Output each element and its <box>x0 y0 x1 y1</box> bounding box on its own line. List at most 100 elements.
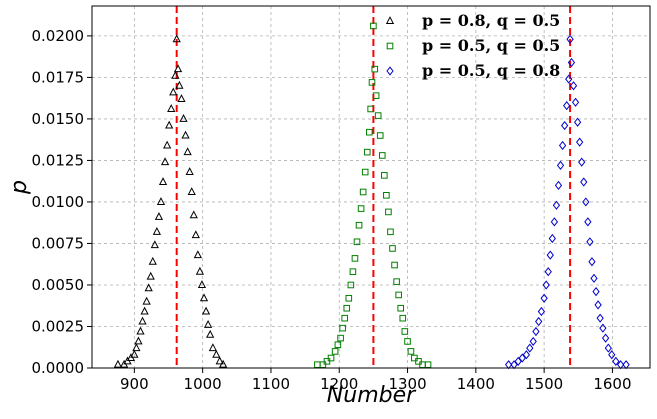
data-point <box>569 81 578 91</box>
y-tick-label: 0.0150 <box>32 110 85 128</box>
series-square <box>314 22 432 368</box>
data-point <box>331 348 339 355</box>
data-point <box>187 187 196 195</box>
data-point <box>415 358 422 365</box>
data-point <box>172 34 181 43</box>
data-point <box>387 228 394 236</box>
data-point <box>546 250 554 260</box>
data-point <box>518 353 526 363</box>
data-point <box>612 356 620 366</box>
data-point <box>167 104 176 112</box>
data-point <box>191 230 200 239</box>
data-point <box>181 130 190 139</box>
data-point <box>339 324 346 332</box>
data-point <box>206 329 215 338</box>
y-tick-label: 0.0000 <box>32 359 85 377</box>
x-tick-label: 1600 <box>593 375 631 393</box>
data-point <box>578 157 586 167</box>
data-point <box>550 217 559 227</box>
data-point <box>160 157 170 166</box>
data-point <box>319 361 327 368</box>
data-point <box>179 114 188 122</box>
data-point <box>563 101 571 111</box>
data-point <box>171 70 180 79</box>
legend-item: p = 0.8, q = 0.5 <box>385 11 560 30</box>
data-point <box>359 188 367 196</box>
series-diamond <box>504 34 630 370</box>
data-point <box>514 356 522 366</box>
x-tick-label: 1400 <box>457 375 495 393</box>
data-point <box>349 268 357 275</box>
data-point <box>395 291 402 299</box>
data-point <box>156 197 166 205</box>
y-tick-label: 0.0125 <box>32 151 85 169</box>
data-point <box>203 319 213 328</box>
data-point <box>361 168 369 176</box>
data-point <box>381 172 388 179</box>
data-point <box>542 280 550 290</box>
data-point <box>383 192 390 199</box>
data-point <box>397 304 405 312</box>
data-point <box>558 140 567 151</box>
y-axis-label: p <box>7 180 32 195</box>
data-point <box>529 336 537 347</box>
data-point <box>152 226 162 235</box>
data-point <box>113 359 123 368</box>
y-tick-label: 0.0050 <box>32 276 85 294</box>
data-point <box>535 316 543 327</box>
legend-label: p = 0.8, q = 0.5 <box>422 11 560 30</box>
data-point <box>554 180 563 190</box>
data-point <box>212 349 221 358</box>
data-point <box>142 296 151 305</box>
data-point <box>175 80 184 89</box>
data-point <box>334 341 342 349</box>
data-point <box>140 306 149 315</box>
x-tick-label: 1200 <box>320 375 358 393</box>
data-point <box>580 177 588 187</box>
data-point <box>323 358 331 365</box>
data-point <box>552 200 561 210</box>
y-tick-label: 0.0075 <box>32 234 85 252</box>
data-point <box>136 326 145 335</box>
data-point <box>197 280 207 288</box>
data-point <box>343 304 351 312</box>
data-point <box>355 221 363 229</box>
y-axis: 0.0000 0.0025 0.0050 0.0075 0.0100 0.0125 0.01… <box>32 27 92 377</box>
data-point <box>407 348 415 355</box>
data-point <box>154 212 164 220</box>
data-point <box>193 250 202 259</box>
data-point <box>370 22 377 30</box>
y-tick-label: 0.0025 <box>32 317 85 335</box>
data-point <box>365 128 373 136</box>
data-point <box>566 34 574 44</box>
data-point <box>596 313 604 323</box>
data-point <box>601 333 610 343</box>
data-point <box>367 105 374 113</box>
data-point <box>571 97 580 107</box>
data-point <box>177 94 186 102</box>
data-point <box>353 238 361 246</box>
data-point <box>183 147 192 156</box>
data-point <box>215 356 224 365</box>
data-point <box>376 132 384 139</box>
data-point <box>199 293 209 302</box>
x-tick-label: 1300 <box>388 375 426 393</box>
series-triangle <box>113 34 228 368</box>
data-point <box>195 266 205 275</box>
data-point <box>327 354 335 362</box>
data-point <box>132 343 141 352</box>
legend-label: p = 0.5, q = 0.5 <box>422 36 560 55</box>
data-point <box>148 256 157 265</box>
data-point <box>592 287 600 297</box>
data-point <box>165 120 174 129</box>
legend-item: p = 0.5, q = 0.8 <box>386 61 560 80</box>
data-point <box>173 64 183 73</box>
data-point <box>158 177 168 186</box>
y-tick-label: 0.0100 <box>32 193 85 211</box>
data-point <box>540 293 548 303</box>
data-point <box>368 79 376 86</box>
data-point <box>138 316 147 325</box>
x-tick-label: 1100 <box>252 375 290 393</box>
data-point <box>351 255 359 262</box>
